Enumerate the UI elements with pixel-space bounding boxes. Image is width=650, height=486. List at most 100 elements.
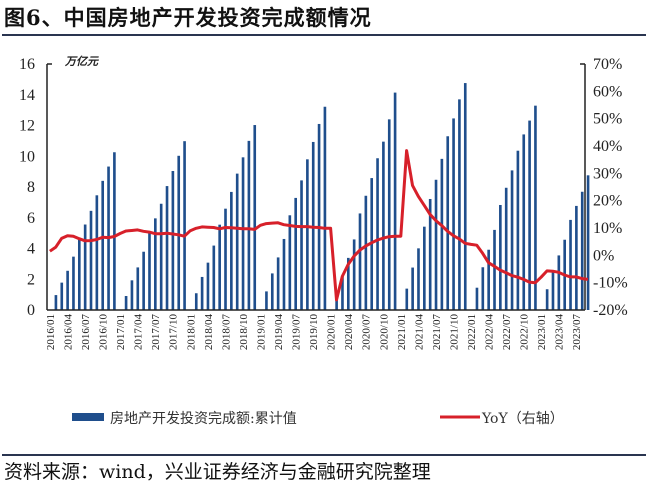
x-tick-label: 2022/04: [484, 314, 496, 351]
bar: [247, 140, 251, 310]
x-tick-label: 2021/07: [431, 314, 443, 351]
bar: [241, 157, 245, 310]
bar: [580, 191, 584, 310]
chart-title: 图6、中国房地产开发投资完成额情况: [4, 5, 372, 30]
right-tick-label: 10%: [593, 220, 622, 237]
x-tick-label: 2018/07: [220, 314, 232, 351]
bar: [522, 134, 526, 310]
source-note: 资料来源：wind，兴业证券经济与金融研究院整理: [4, 461, 431, 483]
bar: [516, 150, 520, 310]
bar: [440, 158, 444, 310]
bar: [475, 287, 479, 310]
bar: [463, 83, 467, 310]
bar: [411, 267, 414, 310]
bar: [206, 262, 210, 310]
bar: [341, 276, 344, 310]
bar: [212, 245, 216, 310]
bar: [253, 125, 257, 310]
chart-frame: [2, 34, 646, 456]
yoy-line: [49, 149, 589, 302]
bar: [434, 179, 438, 310]
bar: [72, 256, 75, 310]
left-tick-label: 16: [19, 56, 35, 73]
bar: [200, 276, 204, 310]
bar: [423, 226, 426, 310]
bar: [382, 141, 385, 310]
bar: [130, 280, 134, 310]
x-tick-label: 2018/04: [203, 314, 215, 351]
x-tick-label: 2016/10: [98, 314, 110, 351]
bar: [352, 239, 356, 310]
bar: [177, 155, 181, 310]
x-tick-label: 2019/04: [273, 314, 285, 351]
x-tick-label: 2017/07: [150, 314, 162, 351]
left-axis-unit: 万亿元: [64, 55, 99, 68]
bar: [481, 267, 485, 310]
x-tick-label: 2017/01: [115, 314, 127, 350]
bar: [387, 119, 391, 310]
x-tick-label: 2016/04: [62, 314, 74, 351]
bar: [171, 171, 175, 310]
legend-bar-label: 房地产开发投资完成额:累计值: [110, 411, 297, 427]
bar: [364, 195, 368, 310]
bar: [101, 180, 105, 310]
x-tick-label: 2023/04: [554, 314, 566, 351]
bar: [569, 219, 572, 310]
bar: [224, 208, 227, 310]
x-tick-label: 2020/01: [326, 314, 338, 350]
left-tick-label: 10: [19, 148, 35, 165]
bar: [95, 195, 99, 310]
bar: [282, 238, 286, 310]
bar: [230, 191, 233, 310]
bar: [446, 136, 450, 310]
right-tick-label: -10%: [593, 275, 628, 292]
x-tick-label: 2016/01: [45, 314, 57, 350]
x-tick-label: 2021/10: [448, 314, 460, 351]
x-tick-label: 2018/01: [185, 314, 197, 350]
right-tick-label: 50%: [593, 111, 622, 128]
right-tick-label: 70%: [593, 56, 622, 73]
left-tick-label: 6: [27, 210, 35, 227]
bar: [77, 238, 81, 310]
left-tick-label: 4: [27, 241, 35, 258]
bar: [142, 251, 145, 310]
right-tick-label: 40%: [593, 138, 622, 155]
bar: [323, 106, 327, 311]
bar: [218, 224, 221, 310]
bar: [335, 294, 338, 310]
bar: [288, 215, 292, 310]
bar: [136, 267, 140, 310]
bar: [183, 141, 186, 310]
bar: [270, 273, 274, 310]
x-tick-label: 2020/07: [361, 314, 373, 351]
bar: [557, 255, 561, 310]
bar: [154, 218, 157, 310]
bar: [300, 180, 303, 310]
bar: [60, 282, 64, 310]
bar: [393, 92, 397, 310]
bar: [306, 159, 309, 310]
bar: [148, 232, 151, 310]
bar: [346, 257, 350, 310]
x-tick-label: 2022/10: [519, 314, 531, 351]
left-tick-label: 0: [27, 302, 35, 319]
bar: [534, 105, 537, 310]
bar: [159, 203, 163, 310]
bar: [194, 293, 198, 310]
bar: [405, 288, 409, 310]
bar: [493, 229, 496, 310]
bar: [317, 123, 321, 311]
bar: [452, 118, 455, 311]
x-tick-label: 2019/07: [291, 314, 303, 351]
right-tick-label: 30%: [593, 165, 622, 182]
bar: [458, 99, 461, 310]
bar: [235, 173, 239, 310]
legend-line-label: YoY（右轴）: [481, 411, 564, 427]
right-tick-label: 0%: [593, 247, 614, 264]
x-tick-label: 2017/04: [133, 314, 145, 351]
x-tick-label: 2022/07: [501, 314, 513, 351]
x-tick-label: 2017/10: [168, 314, 180, 351]
bar: [545, 289, 549, 310]
x-tick-label: 2020/04: [343, 314, 355, 351]
